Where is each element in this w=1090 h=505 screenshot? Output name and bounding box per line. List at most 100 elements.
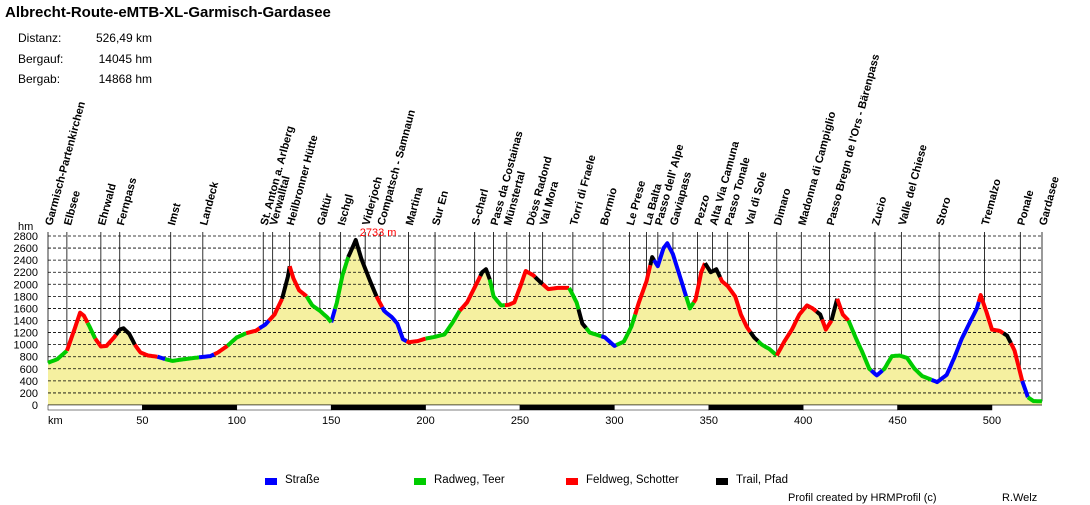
waypoint-label: Valle del Chiese [897, 143, 930, 226]
x-tick-label: 450 [888, 415, 906, 427]
y-tick-label: 2800 [14, 231, 38, 243]
route-segment [976, 293, 1005, 335]
x-scale-block [236, 404, 332, 411]
route-segment [1020, 380, 1030, 398]
y-tick-label: 2200 [14, 267, 38, 279]
route-segment [615, 313, 638, 347]
x-scale-block [330, 404, 426, 411]
route-segment [820, 318, 834, 332]
route-segment [287, 265, 308, 298]
y-tick-label: 600 [20, 364, 38, 376]
waypoint-label: Zucio [870, 195, 889, 227]
chart-title: Albrecht-Route-eMTB-XL-Garmisch-Gardasee [5, 4, 331, 21]
route-segment [156, 354, 166, 362]
route-segment [213, 344, 229, 357]
waypoint-label: Storo [934, 196, 953, 227]
x-tick-label: 400 [794, 415, 812, 427]
y-tick-label: 2600 [14, 243, 38, 255]
route-segment [684, 295, 696, 311]
distance-value: 526,49 km [95, 31, 152, 45]
route-segment [576, 308, 588, 330]
route-segment [846, 319, 873, 372]
route-segment [458, 275, 483, 313]
route-segment [748, 330, 760, 343]
descent-value: 14868 hm [98, 72, 152, 86]
waypoint-label: Tremalzo [980, 177, 1004, 226]
x-scale-block [519, 404, 615, 411]
author-text: R.Welz [1002, 492, 1038, 504]
route-segment [333, 256, 351, 310]
waypoint-label: Imst [166, 201, 184, 226]
y-tick-label: 400 [20, 376, 38, 388]
x-tick-label: 100 [228, 415, 246, 427]
descent-label: Bergab: [18, 72, 61, 86]
route-segment [114, 326, 137, 346]
route-segment [584, 326, 602, 339]
x-tick-label: 150 [322, 415, 340, 427]
elevation-area [48, 240, 1042, 405]
x-scale-block [802, 404, 898, 411]
route-segment [648, 255, 656, 266]
route-segment [346, 238, 379, 298]
x-tick-label: 200 [416, 415, 434, 427]
route-segment [258, 319, 271, 330]
route-segment [633, 264, 653, 316]
ascent-label: Bergauf: [18, 52, 64, 66]
route-segment [835, 298, 850, 322]
credit-text: Profil created by HRMProfil (c) [788, 492, 937, 504]
route-segment [541, 282, 570, 292]
x-tick-label: km [48, 415, 63, 427]
route-segment [487, 279, 506, 308]
waypoint-label: Gardasee [1037, 175, 1062, 227]
route-segment [504, 269, 537, 308]
x-scale-block [897, 404, 993, 411]
route-segment [47, 349, 69, 365]
ascent-value: 14045 hm [98, 52, 152, 66]
route-segment [869, 368, 884, 378]
route-segment [815, 309, 824, 321]
route-segment [226, 331, 247, 348]
route-segment [533, 275, 544, 286]
y-tick-label: 2000 [14, 279, 38, 291]
legend-label-gravel: Feldweg, Schotter [586, 474, 679, 486]
x-scale-block [708, 404, 804, 411]
route-segment [425, 309, 462, 341]
route-segment [652, 241, 689, 297]
route-segment [1002, 331, 1013, 345]
max-elevation-label: 2733 m [360, 227, 397, 239]
x-tick-label: 50 [136, 415, 148, 427]
route-segment [756, 339, 779, 357]
route-segment [267, 297, 284, 322]
y-tick-label: 2400 [14, 255, 38, 267]
x-tick-label: 250 [511, 415, 529, 427]
waypoint-label: Elbsee [62, 189, 83, 226]
x-scale-block [47, 404, 143, 411]
y-tick-label: 1800 [14, 291, 38, 303]
route-segment [478, 267, 492, 281]
route-segment [1026, 395, 1044, 404]
route-segment [304, 295, 333, 324]
legend-swatch-gravel [566, 478, 578, 485]
distance-label: Distanz: [18, 31, 62, 45]
route-segment [930, 301, 981, 385]
waypoint-label: Ischgl [336, 193, 356, 227]
x-scale-block [142, 404, 238, 411]
legend-label-bike-path: Radweg, Teer [434, 474, 505, 486]
route-segment [829, 298, 840, 322]
y-tick-label: 800 [20, 352, 38, 364]
waypoint-label: Sur En [430, 189, 451, 227]
route-segment [881, 353, 933, 382]
waypoint-label: Fernpass [115, 176, 139, 226]
waypoint-label: Val di Sole [744, 171, 770, 227]
route-segment [692, 262, 707, 304]
y-tick-label: 0 [32, 400, 38, 412]
route-segment [133, 343, 158, 359]
legend-swatch-bike-path [414, 478, 426, 485]
y-tick-label: 1600 [14, 303, 38, 315]
legend-label-trail: Trail, Pfad [736, 474, 788, 486]
route-segment [374, 295, 384, 309]
route-segment [245, 326, 261, 336]
route-segment [65, 310, 90, 352]
x-tick-label: 350 [700, 415, 718, 427]
y-tick-label: 1000 [14, 340, 38, 352]
